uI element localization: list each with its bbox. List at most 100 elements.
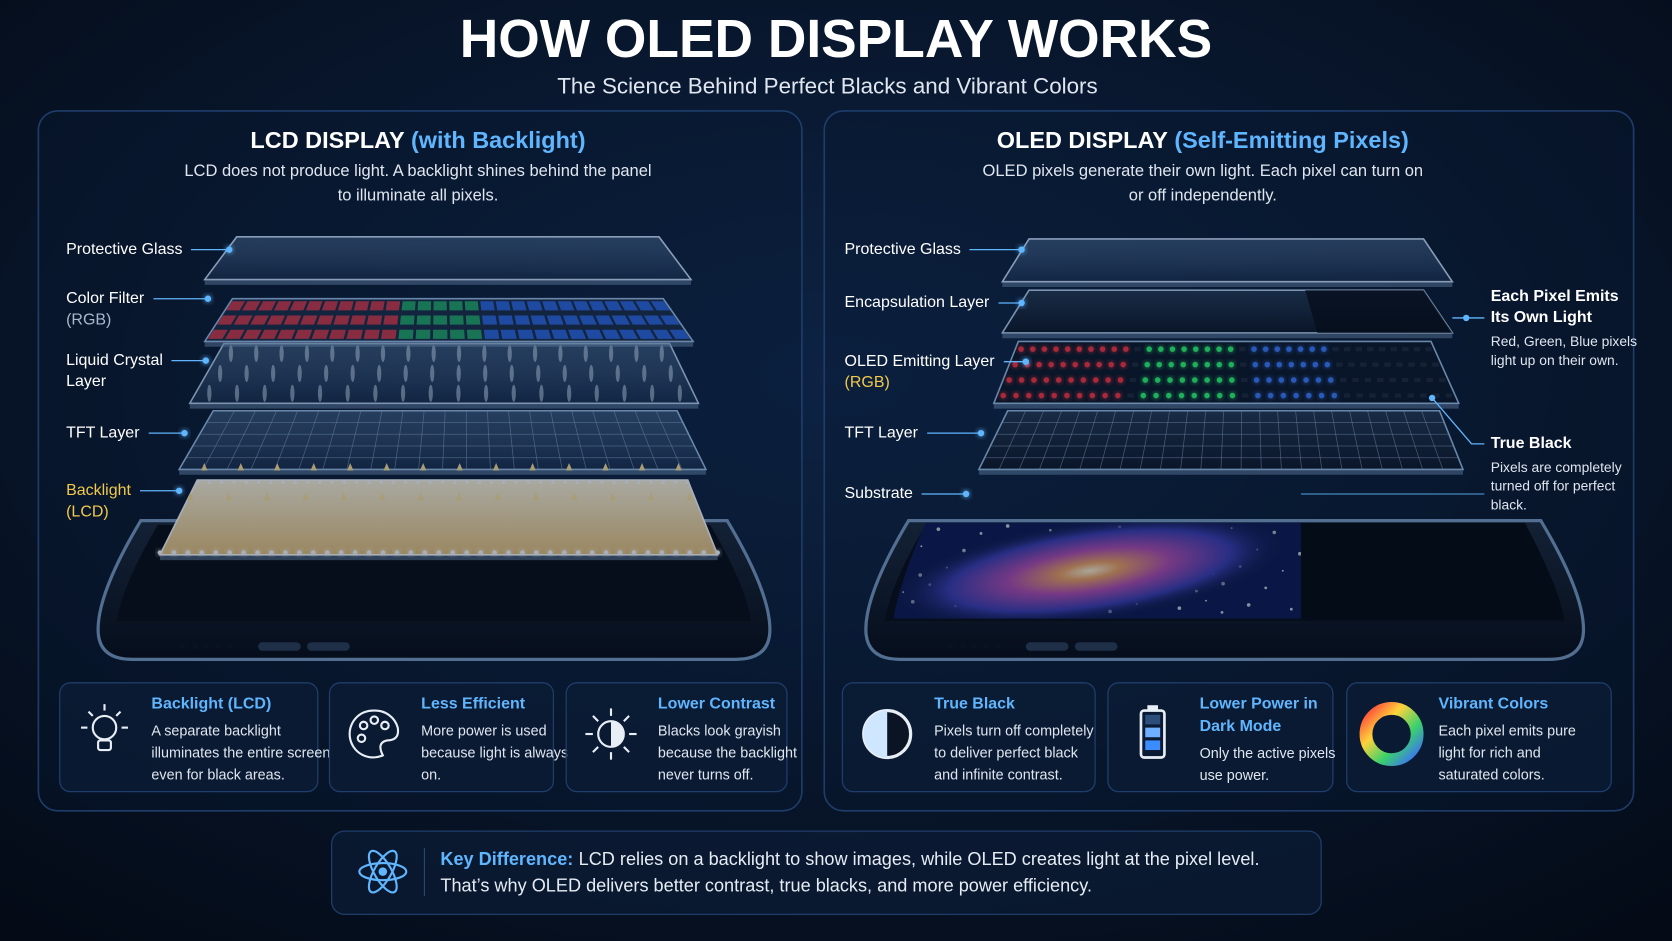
led-dot [561, 550, 567, 555]
feature-text: never turns off. [658, 767, 754, 783]
pixel [1178, 392, 1185, 399]
panel-description: LCD does not produce light. A backlight … [184, 161, 651, 180]
icon [356, 733, 367, 744]
crystal [634, 344, 639, 363]
feature-text: light for rich and [1438, 746, 1540, 762]
leader-dot [1463, 314, 1470, 322]
filter-cell [266, 315, 286, 325]
pixel [1038, 392, 1045, 399]
led-dot [227, 550, 233, 555]
filter-cell [433, 315, 448, 325]
filter-cell [650, 301, 671, 311]
crystal [271, 364, 276, 382]
pixel [1051, 392, 1057, 399]
feature-text: and infinite contrast. [934, 767, 1063, 783]
led-dot [428, 480, 432, 484]
pixel [1012, 361, 1018, 368]
filter-cell [595, 315, 614, 325]
off-pixel [1407, 393, 1414, 398]
led-dot [502, 480, 506, 484]
filter-cell [464, 301, 479, 311]
filter-cell [498, 315, 514, 325]
led-dot [195, 480, 199, 484]
callout-text: Pixels are completely [1491, 459, 1622, 475]
led-dot [324, 550, 330, 555]
icon [367, 849, 398, 894]
filter-cell [415, 329, 431, 339]
feature-text: Blacks look grayish [658, 724, 781, 740]
filter-cell [619, 301, 639, 311]
tft-grid [370, 410, 383, 470]
filter-cell [242, 329, 262, 339]
crystal [608, 344, 614, 363]
crystal [244, 364, 249, 382]
pixel [1331, 392, 1338, 399]
off-pixel [1445, 393, 1453, 398]
star [1281, 569, 1284, 572]
pixel [1031, 377, 1037, 383]
tft-grid [1295, 410, 1303, 470]
pixel [1036, 361, 1042, 368]
led-dot [391, 480, 396, 484]
led-dot [199, 550, 205, 555]
led-dot [213, 550, 219, 555]
star [920, 545, 923, 548]
layer-label: Backlight [66, 482, 131, 499]
pixel [1140, 392, 1147, 399]
led-dot [589, 550, 595, 555]
off-pixel [1355, 347, 1362, 352]
pixel [1328, 377, 1334, 383]
ray-arrow [347, 463, 354, 471]
filter-cell [500, 329, 517, 339]
off-pixel [1369, 393, 1376, 398]
crystal [507, 344, 512, 363]
led-dot [575, 550, 581, 555]
ray-arrow [494, 492, 501, 501]
star [1205, 599, 1207, 602]
crystal [509, 364, 514, 382]
ray-arrow [237, 463, 244, 471]
led-dot [617, 550, 623, 555]
pixel [1093, 377, 1099, 383]
crystal [373, 384, 378, 402]
encap-black [1305, 290, 1453, 333]
crystal [594, 384, 599, 402]
filter-cell [579, 315, 597, 325]
crystal [297, 364, 302, 382]
star [1289, 607, 1293, 611]
crystal [345, 384, 350, 402]
crystal [483, 384, 489, 402]
ray-arrow [302, 492, 309, 501]
pixel [1043, 377, 1050, 383]
led-dot [440, 480, 445, 484]
pixel [1204, 392, 1210, 399]
pixel [1076, 346, 1083, 352]
pixel [1076, 392, 1083, 399]
icon [378, 867, 388, 876]
led-dot [645, 550, 651, 555]
ray-arrow [310, 463, 317, 471]
off-pixel [1364, 377, 1372, 383]
callout-title: True Black [1491, 435, 1572, 452]
ray-arrow [565, 463, 573, 471]
tft-grid [1059, 410, 1081, 470]
pixel [1123, 346, 1129, 352]
filter-cell [216, 315, 237, 325]
led-dot [394, 550, 400, 555]
led-dot [241, 550, 246, 555]
feature-text: Each pixel emits pure [1438, 724, 1575, 740]
callout-title: Its Own Light [1491, 309, 1593, 326]
ray-arrow [379, 492, 386, 501]
feature-card [1107, 682, 1334, 793]
icon [623, 746, 630, 753]
icon [358, 862, 408, 882]
feature-title: True Black [934, 695, 1015, 712]
pixel [1089, 392, 1096, 399]
led-dot [603, 550, 609, 555]
led-dot [506, 550, 511, 555]
pixel [1055, 377, 1062, 383]
icon [358, 720, 369, 731]
led-dot [526, 480, 531, 484]
led-dot [185, 550, 191, 555]
led-dot [269, 480, 273, 484]
